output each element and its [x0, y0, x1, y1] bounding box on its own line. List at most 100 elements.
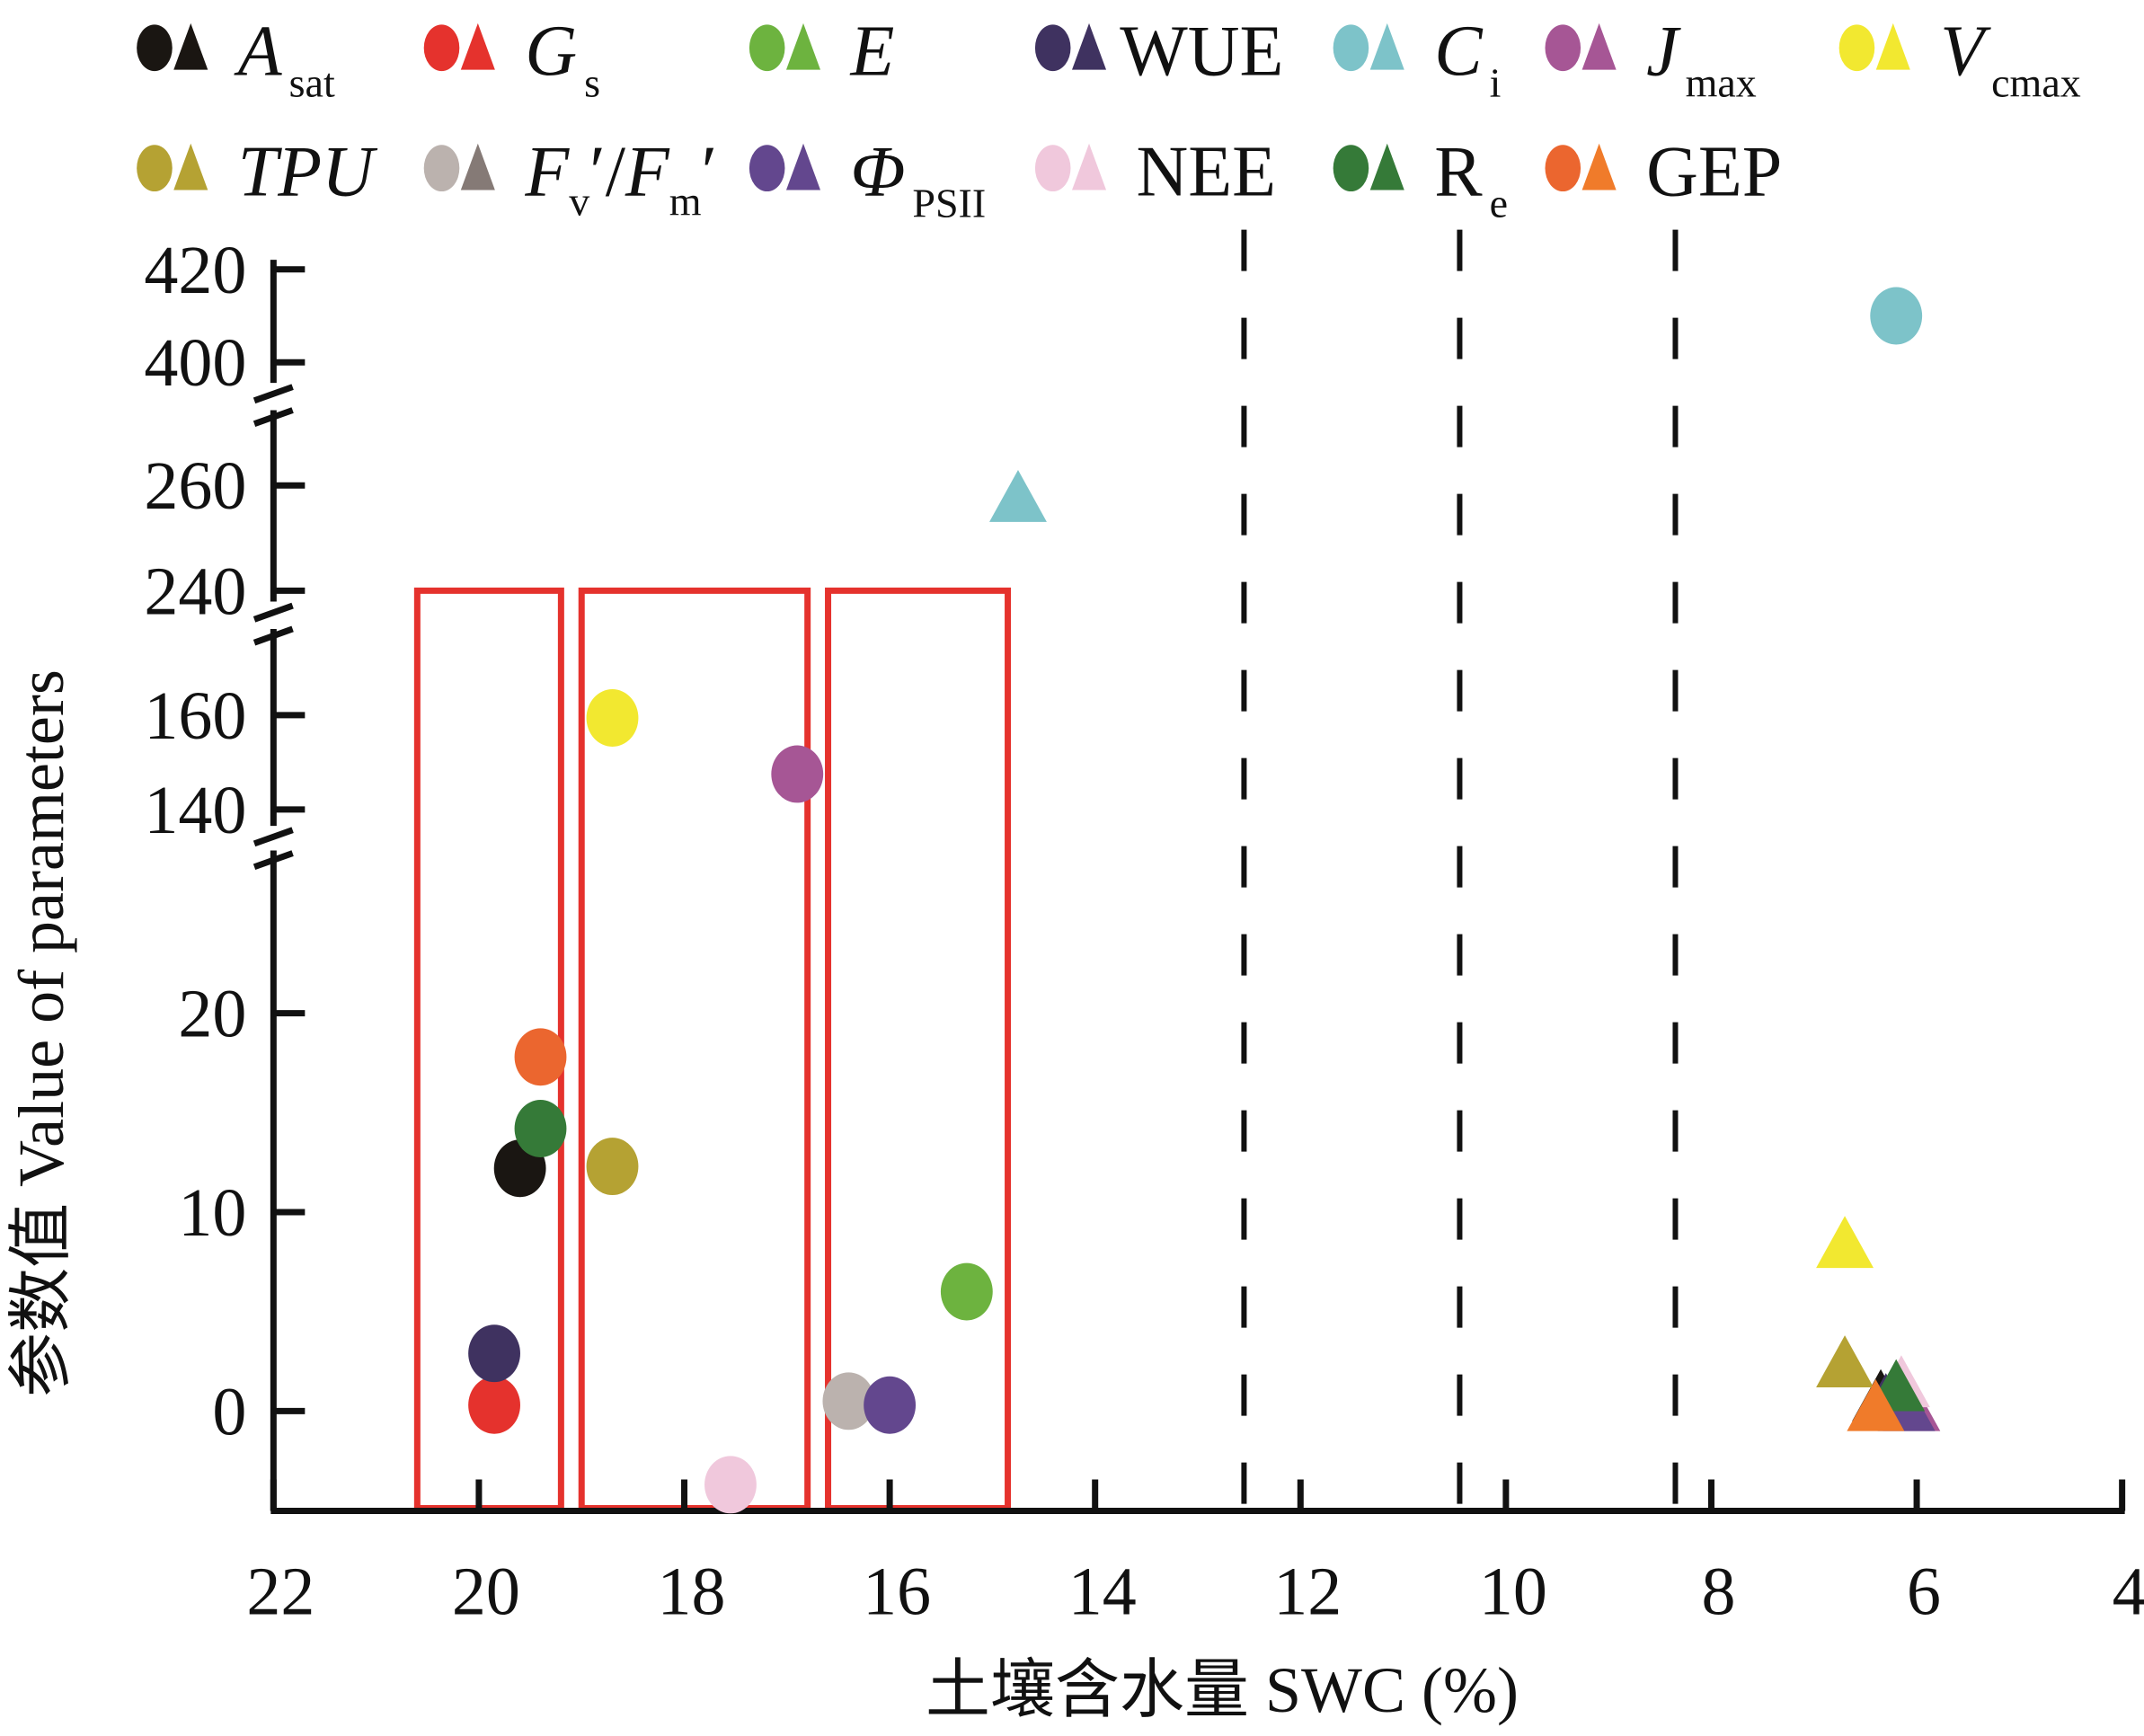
x-tick-label: 10: [1479, 1554, 1547, 1629]
y-axis-title: 参数值 Value of parameters: [5, 669, 77, 1397]
legend-triangle-icon: [1369, 143, 1404, 190]
legend-circle-icon: [1333, 24, 1369, 72]
x-axis-title: 土壤含水量 SWC (%): [926, 1654, 1519, 1726]
legend-label: GEP: [1646, 133, 1782, 212]
legend-triangle-icon: [1875, 22, 1910, 70]
triangle-point-TPU: [1816, 1335, 1874, 1387]
circle-point-FvFm: [822, 1372, 875, 1430]
axis-break-mark: [252, 602, 294, 623]
legend-item-TPU: TPU: [137, 133, 378, 212]
legend-circle-icon: [137, 145, 173, 192]
legend-triangle-icon: [785, 22, 821, 70]
axis-break-mark: [252, 827, 294, 847]
circle-point-Ci: [1870, 287, 1923, 345]
x-tick-label: 16: [863, 1554, 931, 1629]
triangle-point-GEP: [1847, 1378, 1905, 1431]
axis-break-mark: [252, 850, 294, 871]
x-tick-label: 4: [2113, 1554, 2144, 1629]
legend-label: WUE: [1120, 13, 1283, 92]
legend-triangle-icon: [785, 143, 821, 190]
axis-break-mark: [252, 625, 294, 646]
legend-circle-icon: [423, 24, 460, 72]
circle-point-PhiPSII: [864, 1376, 917, 1434]
circle-point-Re: [514, 1100, 567, 1157]
legend-circle-icon: [423, 145, 460, 192]
circle-point-GEP: [514, 1028, 567, 1086]
highlight-box-3: [825, 587, 1012, 1511]
x-tick-label: 8: [1701, 1554, 1735, 1629]
axis-break-mark: [252, 407, 294, 428]
legend-circle-icon: [1034, 24, 1071, 72]
y-tick-label: 20: [178, 977, 246, 1052]
x-tick-label: 6: [1907, 1554, 1941, 1629]
axis-break-mark: [252, 384, 294, 404]
legend-circle-icon: [749, 145, 785, 192]
legend-circle-icon: [137, 24, 173, 72]
legend-circle-icon: [1333, 145, 1369, 192]
legend-label: NEE: [1137, 133, 1277, 212]
legend-label: E: [849, 13, 894, 92]
legend-triangle-icon: [173, 22, 208, 70]
circle-point-E: [940, 1262, 993, 1321]
x-tick-label: 22: [246, 1554, 315, 1629]
triangle-point-Ci: [989, 470, 1047, 522]
legend-item-NEE: NEE: [1034, 133, 1277, 212]
circle-point-WUE: [468, 1324, 520, 1383]
legend-circle-icon: [1545, 24, 1581, 72]
circle-point-NEE: [704, 1456, 757, 1514]
legend-triangle-icon: [1072, 143, 1107, 190]
legend-circle-icon: [749, 24, 785, 72]
x-tick-label: 12: [1273, 1554, 1342, 1629]
x-tick-label: 14: [1068, 1554, 1137, 1629]
x-tick-label: 20: [452, 1554, 520, 1629]
x-tick-label: 18: [658, 1554, 726, 1629]
circle-point-Gs: [468, 1376, 520, 1434]
legend-label: TPU: [238, 133, 378, 212]
legend-triangle-icon: [460, 22, 495, 70]
legend-circle-icon: [1838, 24, 1875, 72]
legend-triangle-icon: [173, 143, 208, 190]
legend-item-WUE: WUE: [1034, 13, 1283, 92]
circle-point-TPU: [586, 1138, 639, 1196]
y-tick-label: 420: [144, 233, 246, 308]
data-marks: [468, 287, 1941, 1514]
legend-circle-icon: [1545, 145, 1581, 192]
triangle-point-Vcmax: [1816, 1216, 1874, 1269]
y-tick-label: 160: [144, 678, 246, 754]
legend-item-E: E: [749, 13, 894, 92]
legend-triangle-icon: [1581, 143, 1617, 190]
y-tick-label: 10: [178, 1175, 246, 1251]
legend-triangle-icon: [1369, 22, 1404, 70]
legend-item-GEP: GEP: [1545, 133, 1782, 212]
y-tick-label: 140: [144, 773, 246, 848]
legend-circle-icon: [1034, 145, 1071, 192]
axes: 0 10 20 140 160 240 260 400 420 22 20 18 16 14 12 10 8 6 4: [144, 233, 2144, 1630]
legend-triangle-icon: [460, 143, 495, 190]
y-tick-label: 260: [144, 448, 246, 524]
y-tick-label: 240: [144, 554, 246, 629]
legend-item-FvFm: Fv′/Fm′: [423, 133, 717, 225]
circle-point-Vcmax: [586, 689, 639, 747]
legend-triangle-icon: [1581, 22, 1617, 70]
legend-triangle-icon: [1072, 22, 1107, 70]
legend-label: Fv′/Fm′: [524, 133, 717, 225]
y-tick-label: 0: [212, 1374, 246, 1449]
y-tick-label: 400: [144, 325, 246, 401]
legend-item-PhiPSII: Φ PSII: [749, 133, 986, 226]
circle-point-Jmax: [771, 745, 824, 803]
annotations: [413, 229, 1679, 1511]
legend-label: Φ PSII: [850, 133, 986, 226]
